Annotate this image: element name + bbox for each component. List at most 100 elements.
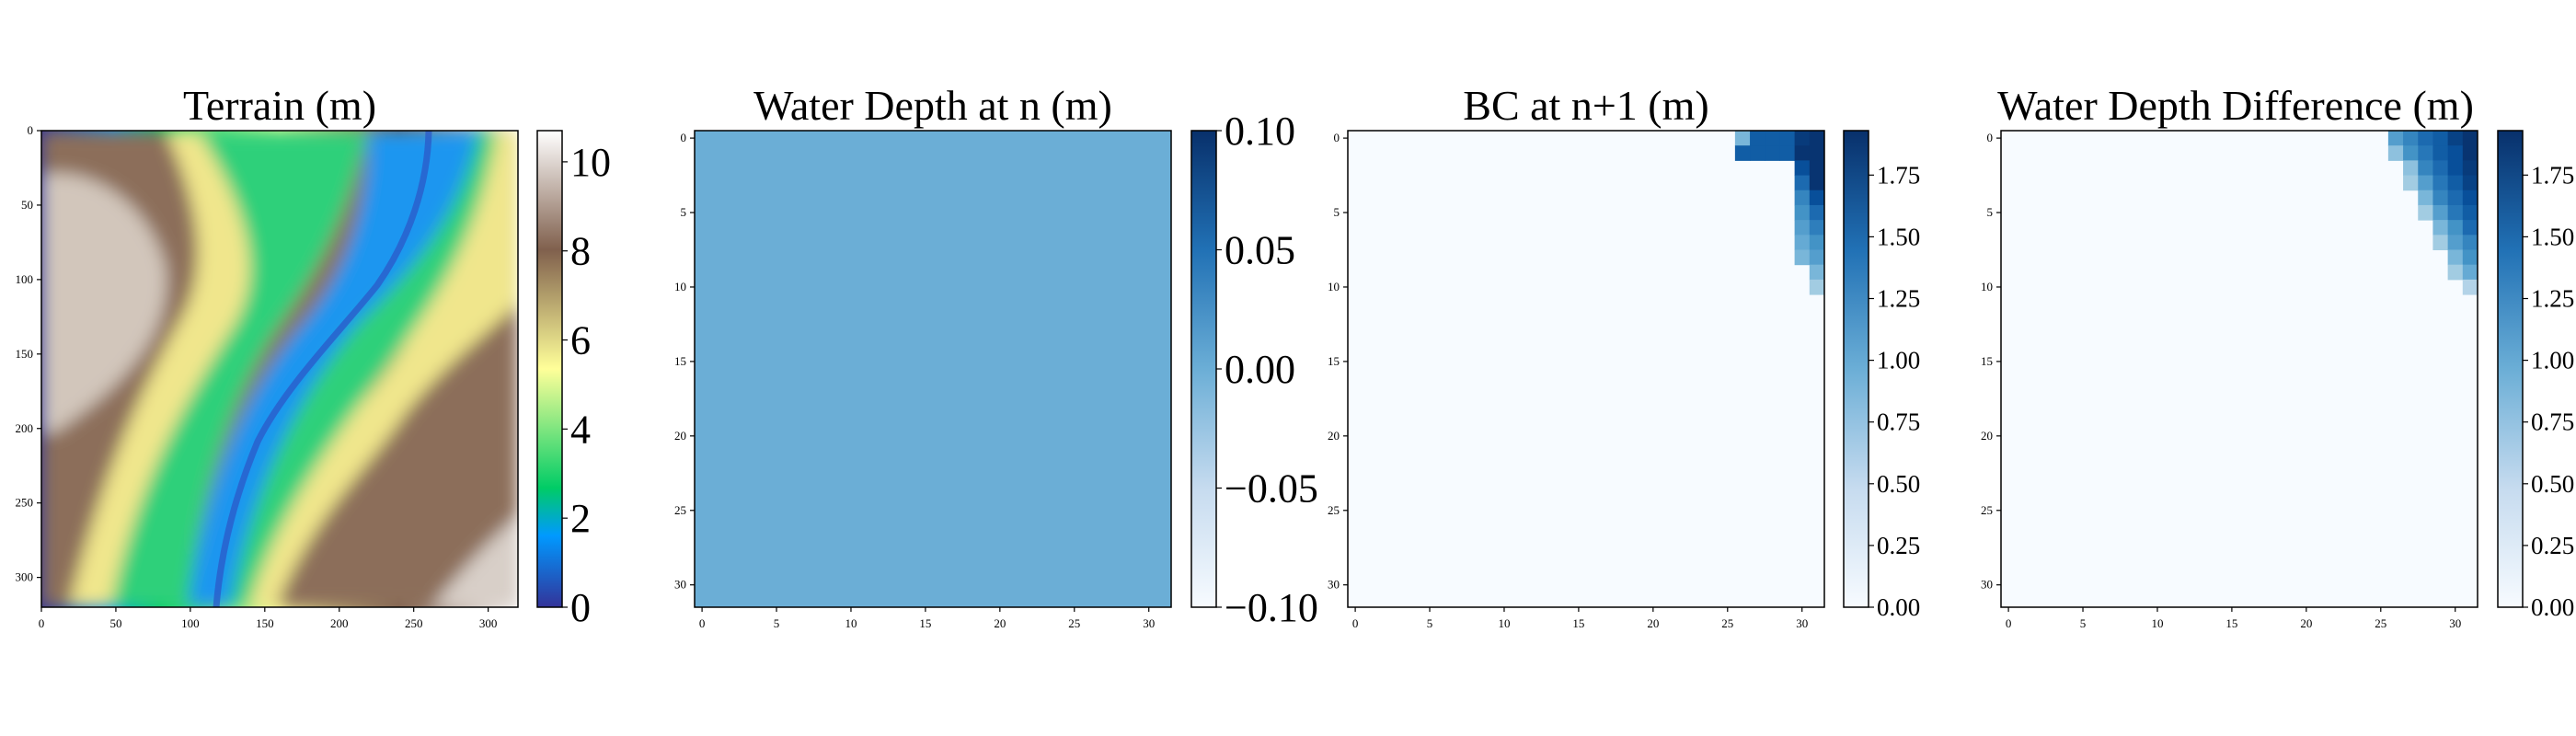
- x-tick-label: 20: [994, 616, 1006, 630]
- colorbar-tick-label: 0.05: [1225, 228, 1295, 273]
- heatmap-cell: [1794, 235, 1811, 250]
- water-depth-axes: 0 5 10 15 20 25 30 0 5 10 15 20 25 30: [674, 131, 1155, 630]
- heatmap-cell: [1809, 160, 1825, 177]
- x-tick-label: 5: [774, 616, 780, 630]
- colorbar-tick-label: 0.00: [1225, 347, 1295, 392]
- panel-bc: BC at n+1 (m) 0 5 10 15 20 25 30 0 5 10 15 20 25 30 1…: [1328, 82, 1920, 630]
- heatmap-cell: [1794, 220, 1811, 236]
- heatmap-cell: [1809, 235, 1825, 250]
- heatmap-cell: [2462, 235, 2478, 250]
- heatmap-cell: [1765, 131, 1780, 146]
- heatmap-cell: [2418, 204, 2433, 221]
- colorbar-tick-label: 0.75: [2531, 408, 2574, 436]
- panel-terrain: Terrain (m): [16, 82, 612, 630]
- colorbar-tick-label: 1.00: [2531, 347, 2574, 374]
- x-tick-label: 30: [1143, 616, 1155, 630]
- heatmap-cell: [1794, 131, 1811, 146]
- terrain-image: [41, 131, 518, 607]
- y-tick-label: 25: [1328, 503, 1340, 517]
- x-tick-label: 25: [2375, 616, 2386, 630]
- y-tick-label: 10: [1328, 280, 1340, 293]
- x-tick-label: 50: [109, 616, 121, 630]
- heatmap-cell: [2462, 175, 2478, 191]
- heatmap-cell: [2418, 160, 2433, 177]
- colorbar-tick-label: 2: [570, 496, 591, 541]
- heatmap-cell: [2447, 220, 2464, 236]
- heatmap-cell: [2432, 204, 2449, 221]
- y-tick-label: 0: [681, 131, 687, 144]
- y-tick-label: 5: [681, 205, 687, 219]
- x-tick-label: 10: [1498, 616, 1510, 630]
- heatmap-cell: [2447, 145, 2464, 161]
- terrain-axes: 0 50 100 150 200 250 300 0 50 100 150 200 250 300: [16, 123, 498, 630]
- x-tick-label: 30: [2449, 616, 2461, 630]
- terrain-colorbar-ticks: 0 2 4 6 8 10: [562, 140, 611, 630]
- water-depth-colorbar-ticks: 0.10 0.05 0.00 −0.05 −0.10: [1216, 109, 1318, 630]
- colorbar-tick-label: 0: [570, 585, 591, 630]
- heatmap-cell: [2462, 249, 2478, 266]
- bc-colorbar-ticks: 1.75 1.50 1.25 1.00 0.75 0.50 0.25 0.00: [1869, 161, 1920, 621]
- heatmap-cell: [1765, 145, 1780, 161]
- x-tick-label: 100: [181, 616, 200, 630]
- heatmap-cell: [1794, 145, 1811, 161]
- heatmap-cell: [2418, 131, 2433, 146]
- heatmap-cell: [1809, 131, 1825, 146]
- x-tick-label: 250: [405, 616, 423, 630]
- heatmap-cell: [1809, 204, 1825, 221]
- heatmap-cell: [2447, 204, 2464, 221]
- heatmap-cell: [1750, 131, 1765, 146]
- water-depth-colorbar: [1191, 131, 1216, 607]
- bc-colorbar: [1844, 131, 1869, 607]
- y-tick-label: 10: [1981, 280, 1993, 293]
- colorbar-tick-label: 0.00: [2531, 593, 2574, 621]
- heatmap-cell: [1809, 175, 1825, 191]
- colorbar-tick-label: 1.25: [1877, 285, 1920, 313]
- x-tick-label: 5: [1427, 616, 1433, 630]
- heatmap-cell: [2418, 190, 2433, 206]
- heatmap-cell: [1779, 145, 1796, 161]
- x-tick-label: 25: [1068, 616, 1080, 630]
- x-tick-label: 5: [2080, 616, 2087, 630]
- heatmap-cell: [1734, 145, 1751, 161]
- x-tick-label: 20: [2300, 616, 2312, 630]
- heatmap-cell: [2432, 190, 2449, 206]
- y-tick-label: 30: [1981, 578, 1993, 592]
- heatmap-cell: [2432, 235, 2449, 250]
- heatmap-cell: [2403, 175, 2419, 191]
- x-tick-label: 150: [256, 616, 274, 630]
- y-tick-label: 0: [28, 123, 34, 137]
- colorbar-tick-label: −0.10: [1225, 585, 1318, 630]
- water-depth-image: [695, 131, 1171, 607]
- colorbar-tick-label: 10: [570, 140, 611, 185]
- water-depth-title: Water Depth at n (m): [753, 82, 1112, 129]
- y-tick-label: 300: [16, 570, 34, 584]
- heatmap-cell: [1794, 204, 1811, 221]
- terrain-title: Terrain (m): [183, 82, 376, 129]
- colorbar-tick-label: 4: [570, 407, 591, 452]
- heatmap-cell: [2447, 249, 2464, 266]
- y-tick-label: 25: [1981, 503, 1993, 517]
- heatmap-cell: [1750, 145, 1765, 161]
- colorbar-tick-label: 0.00: [1877, 593, 1920, 621]
- heatmap-cell: [2432, 175, 2449, 191]
- heatmap-cell: [1809, 145, 1825, 161]
- colorbar-tick-label: 1.75: [1877, 161, 1920, 189]
- heatmap-cell: [2403, 131, 2419, 146]
- heatmap-cell: [2432, 220, 2449, 236]
- depth-difference-title: Water Depth Difference (m): [1997, 82, 2474, 129]
- heatmap-cell: [1779, 131, 1796, 146]
- heatmap-cell: [2462, 160, 2478, 177]
- heatmap-cell: [2462, 190, 2478, 206]
- heatmap-cell: [2387, 145, 2404, 161]
- x-tick-label: 25: [1721, 616, 1733, 630]
- heatmap-cell: [2387, 131, 2404, 146]
- x-tick-label: 200: [330, 616, 349, 630]
- y-tick-label: 5: [1334, 205, 1340, 219]
- y-tick-label: 15: [1328, 354, 1340, 368]
- colorbar-tick-label: 0.50: [2531, 470, 2574, 498]
- x-tick-label: 0: [1352, 616, 1359, 630]
- heatmap-cell: [2447, 131, 2464, 146]
- heatmap-cell: [2447, 175, 2464, 191]
- heatmap-cell: [2403, 145, 2419, 161]
